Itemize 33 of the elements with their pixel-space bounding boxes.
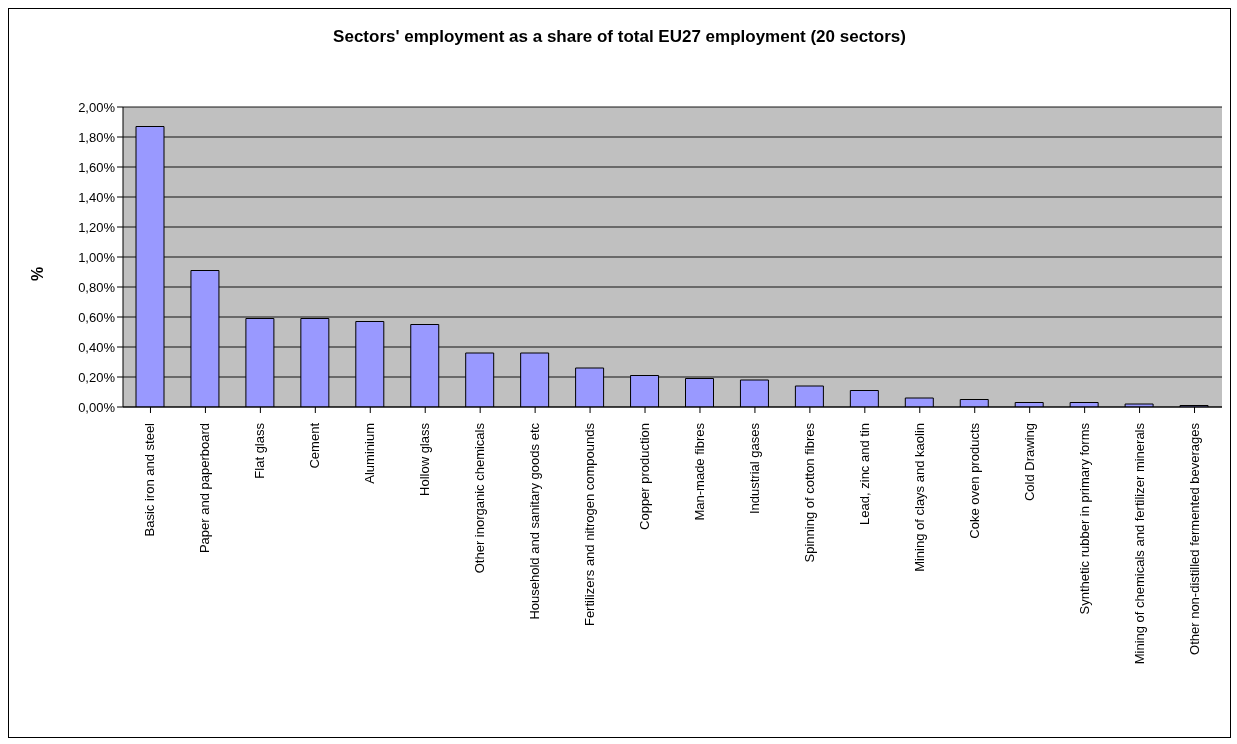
x-tick-label: Other inorganic chemicals (472, 422, 488, 574)
y-tick-label: 0,20% (78, 369, 116, 385)
y-tick-label: 0,40% (78, 339, 116, 355)
x-tick-label: Cement (307, 422, 323, 469)
x-tick-label: Flat glass (252, 422, 268, 479)
x-tick-label: Basic iron and steel (142, 422, 158, 537)
x-tick-label: Mining of chemicals and fertilizer minerals (1131, 422, 1147, 665)
x-tick-label: Synthetic rubber in primary forms (1076, 422, 1092, 615)
x-tick-label: Other non-distilled fermented beverages (1186, 422, 1202, 655)
y-tick-label: 1,40% (78, 189, 116, 205)
x-tick-label: Cold Drawing (1021, 423, 1037, 502)
chart-title: Sectors' employment as a share of total EU27 employment (20 sectors) (332, 27, 907, 47)
y-tick-label: 2,00% (78, 99, 116, 115)
y-tick-label: 1,20% (78, 219, 116, 235)
x-tick-label: Spinning of cotton fibres (801, 422, 817, 563)
x-tick-label: Copper production (637, 423, 653, 530)
y-tick-label: 0,00% (78, 399, 116, 415)
x-tick-label: Aluminium (362, 423, 378, 484)
x-tick-label: Hollow glass (417, 422, 433, 496)
x-tick-label: Fertilizers and nitrogen compounds (582, 422, 598, 627)
x-tick-label: Lead, zinc and tin (856, 423, 872, 525)
x-tick-label: Coke oven products (966, 422, 982, 539)
x-tick-label: Industrial gases (746, 422, 762, 515)
y-tick-label: 1,60% (78, 159, 116, 175)
x-tick-label: Paper and paperboard (197, 423, 213, 554)
y-tick-label: 1,00% (78, 249, 116, 265)
y-tick-label: 0,60% (78, 309, 116, 325)
x-tick-label: Mining of clays and kaolin (911, 423, 927, 572)
x-tick-label: Household and sanitary goods etc (527, 422, 543, 620)
y-tick-label: 0,80% (78, 279, 116, 295)
x-tick-label: Man-made fibres (691, 422, 707, 521)
y-tick-label: 1,80% (78, 129, 116, 145)
y-axis-title: % (29, 266, 48, 282)
